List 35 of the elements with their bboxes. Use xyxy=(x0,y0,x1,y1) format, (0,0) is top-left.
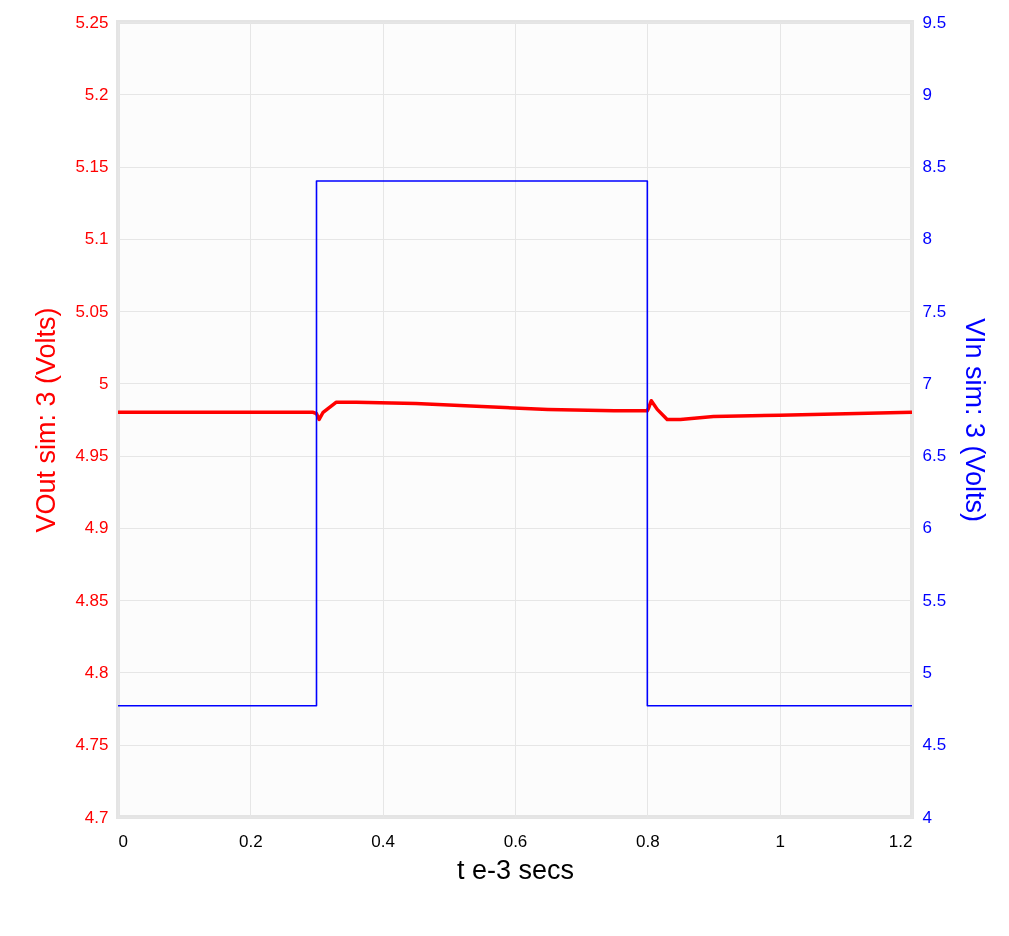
y2-tick-label: 9.5 xyxy=(922,12,947,32)
x-tick-label: 1 xyxy=(775,831,785,851)
y-tick-label: 4.9 xyxy=(84,518,109,538)
y2-tick-label: 8.5 xyxy=(922,157,947,177)
y-tick-label: 4.75 xyxy=(75,735,109,755)
y-axis-title: VOut sim: 3 (Volts) xyxy=(31,307,62,533)
y2-axis-title: VIn sim: 3 (Volts) xyxy=(960,317,991,523)
x-tick-label: 0.2 xyxy=(239,831,263,851)
y-tick-label: 5.1 xyxy=(84,229,109,249)
y-tick-label: 5 xyxy=(99,373,109,393)
y-tick-label: 5.05 xyxy=(75,301,109,321)
y2-tick-label: 6 xyxy=(922,518,932,538)
y2-tick-label: 5 xyxy=(922,662,932,682)
x-axis-title: t e-3 secs xyxy=(456,854,575,885)
x-tick-label: 0 xyxy=(118,831,128,851)
y-tick-label: 5.25 xyxy=(75,12,109,32)
y-tick-label: 5.15 xyxy=(75,157,109,177)
y2-tick-label: 4.5 xyxy=(922,735,947,755)
y-tick-label: 4.95 xyxy=(75,446,109,466)
y2-tick-label: 4 xyxy=(922,807,932,827)
y-tick-label: 5.2 xyxy=(84,84,109,104)
x-tick-label: 0.6 xyxy=(503,831,528,851)
y2-tick-label: 8 xyxy=(922,229,932,249)
x-tick-label: 0.8 xyxy=(636,831,660,851)
y2-tick-label: 6.5 xyxy=(922,446,947,466)
y-tick-label: 4.7 xyxy=(84,807,109,827)
y-tick-label: 4.8 xyxy=(84,662,109,682)
y2-tick-label: 5.5 xyxy=(922,590,947,610)
y-tick-label: 4.85 xyxy=(75,590,109,610)
y2-tick-label: 7.5 xyxy=(922,301,947,321)
y2-tick-label: 9 xyxy=(922,84,932,104)
x-tick-label: 0.4 xyxy=(371,831,395,851)
x-tick-label: 1.2 xyxy=(888,831,913,851)
y2-tick-label: 7 xyxy=(922,373,932,393)
line-series xyxy=(118,398,912,422)
